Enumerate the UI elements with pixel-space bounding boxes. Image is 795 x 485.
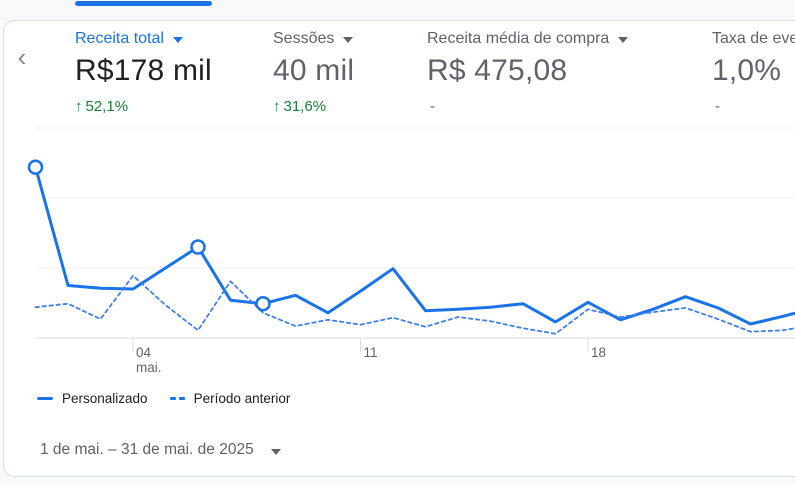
solid-line-swatch-icon [37, 397, 53, 400]
metric-title-label: Sessões [273, 30, 335, 47]
legend-label: Personalizado [62, 391, 148, 406]
metric-card-sessoes[interactable]: Sessões 40 mil ↑ 31,6% [273, 31, 354, 115]
legend-label: Período anterior [193, 391, 291, 406]
delta-value: - [430, 98, 435, 115]
delta-value: 52,1% [85, 98, 129, 115]
metric-title-label: Receita total [75, 30, 164, 47]
metric-selector[interactable]: Sessões [273, 31, 354, 47]
svg-text:mai.: mai. [136, 360, 162, 375]
metric-card-receita-media[interactable]: Receita média de compra R$ 475,08 - [427, 30, 629, 115]
chevron-down-icon [343, 37, 354, 43]
svg-text:11: 11 [364, 345, 378, 360]
metric-card-taxa-evento[interactable]: Taxa de eve 1,0% - [712, 31, 795, 115]
metric-delta: ↑ 31,6% [273, 99, 354, 115]
metric-delta: - [427, 99, 628, 115]
chevron-down-icon [270, 448, 281, 455]
date-range-label: 1 de mai. – 31 de mai. de 2025 [40, 441, 254, 458]
metric-card-receita-total[interactable]: Receita total R$178 mil ↑ 52,1% [75, 31, 212, 115]
metric-delta: - [712, 99, 795, 115]
chevron-left-icon: ‹ [17, 42, 27, 72]
metric-value: 40 mil [273, 54, 355, 87]
dashed-line-swatch-icon [169, 397, 185, 400]
chevron-down-icon [172, 37, 183, 43]
svg-text:18: 18 [591, 345, 606, 360]
selected-metric-indicator [75, 1, 212, 6]
metric-delta: ↑ 52,1% [75, 99, 212, 115]
metric-selector[interactable]: Taxa de eve [712, 31, 795, 47]
chart-legend: Personalizado Período anterior [37, 391, 290, 406]
chevron-down-icon [618, 37, 629, 43]
metric-selector[interactable]: Receita média de compra [427, 30, 629, 47]
date-range-picker[interactable]: 1 de mai. – 31 de mai. de 2025 [40, 441, 281, 459]
arrow-up-icon: ↑ [273, 98, 281, 115]
arrow-up-icon: ↑ [75, 98, 83, 115]
legend-item-personalizado: Personalizado [37, 391, 148, 406]
metric-value: 1,0% [712, 54, 782, 87]
metric-title-label: Taxa de eve [712, 30, 795, 47]
legend-item-periodo-anterior: Período anterior [169, 391, 291, 406]
scroll-metrics-left-button[interactable]: ‹ [8, 42, 36, 72]
report-card [3, 20, 795, 477]
metric-value: R$ 475,08 [427, 54, 568, 87]
metric-title-label: Receita média de compra [427, 30, 610, 47]
metric-value: R$178 mil [75, 54, 212, 87]
metric-selector[interactable]: Receita total [75, 31, 212, 47]
delta-value: - [715, 98, 720, 115]
svg-text:04: 04 [136, 345, 152, 360]
delta-value: 31,6% [283, 98, 327, 115]
